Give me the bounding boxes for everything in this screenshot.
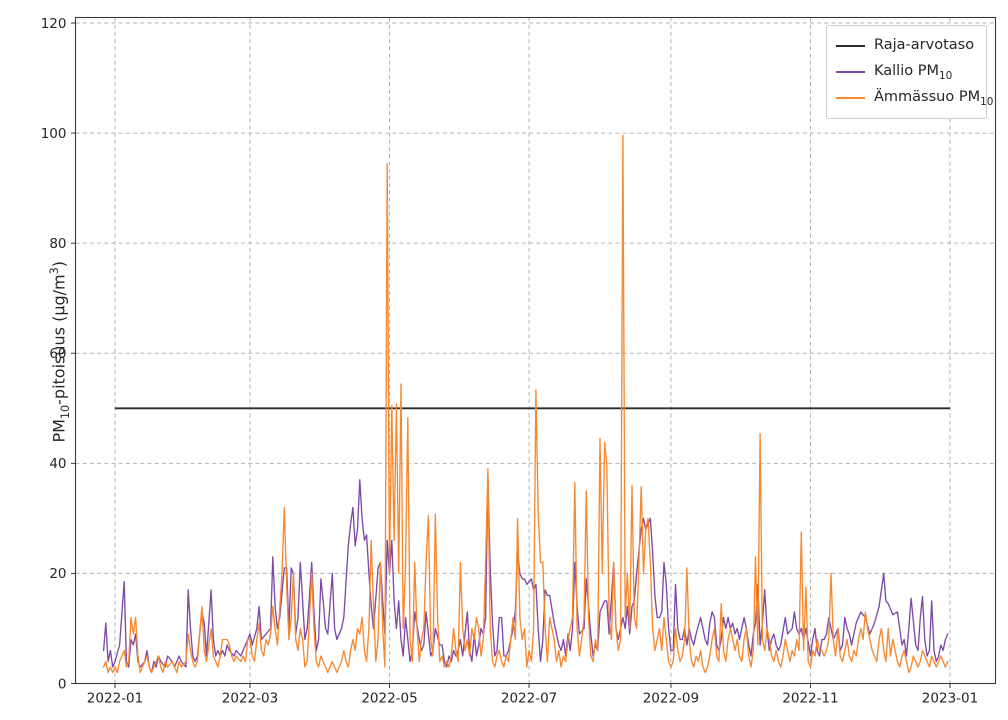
y-tick-label: 60: [49, 346, 66, 362]
x-tick-label: 2022-09: [643, 691, 699, 707]
legend: Raja-arvotaso Kallio PM10 Ämmässuo PM10: [826, 25, 993, 119]
y-tick-label: 40: [49, 456, 66, 472]
x-tick-label: 2023-01: [922, 691, 978, 707]
x-tick-label: 2022-07: [501, 691, 557, 707]
x-tick-label: 2022-11: [782, 691, 838, 707]
y-tick-label: 100: [41, 126, 67, 142]
x-tick-label: 2022-01: [87, 691, 143, 707]
kallio-series-line: [102, 476, 949, 674]
ammassuo-line-swatch: [836, 97, 865, 99]
legend-label-ammassuo: Ämmässuo PM10: [874, 88, 994, 108]
legend-item-ammassuo: Ämmässuo PM10: [836, 85, 993, 111]
y-tick-label: 0: [58, 676, 67, 692]
x-tick-label: 2022-05: [361, 691, 417, 707]
ammassuo-series-line: [102, 134, 949, 674]
legend-item-kallio: Kallio PM10: [836, 59, 976, 85]
limit-line-swatch: [836, 45, 865, 47]
y-tick-label: 20: [49, 566, 66, 582]
legend-label-limit: Raja-arvotaso: [874, 36, 975, 53]
kallio-line-swatch: [836, 71, 865, 73]
y-tick-label: 120: [41, 16, 67, 32]
x-tick-label: 2022-03: [222, 691, 278, 707]
legend-item-limit: Raja-arvotaso: [836, 33, 976, 59]
legend-label-kallio: Kallio PM10: [874, 62, 953, 82]
y-axis-label: PM10-pitoisuus (µg/m3): [48, 260, 72, 443]
plot-border: [74, 16, 997, 685]
y-tick-label: 80: [49, 236, 66, 252]
